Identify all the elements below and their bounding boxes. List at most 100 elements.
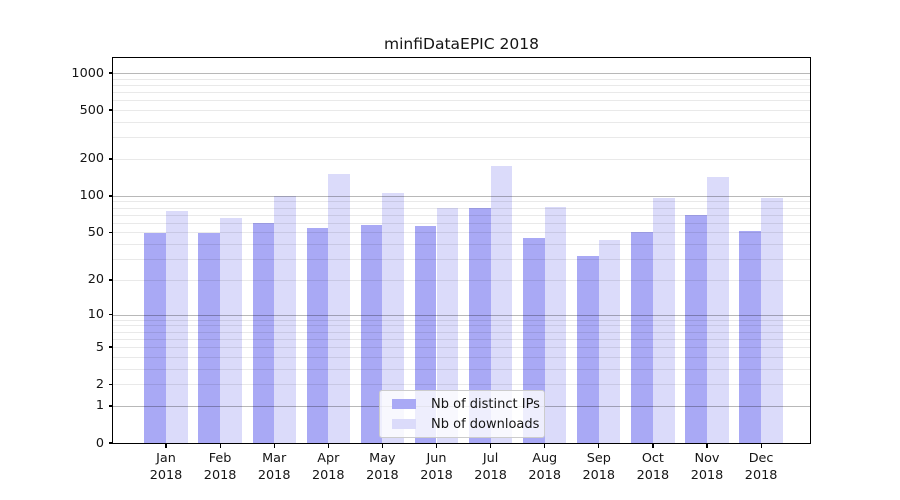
y-tick-label-1000: 1000 [71, 65, 104, 81]
x-tick-label-feb: Feb 2018 [203, 451, 237, 483]
legend-label-downloads: Nb of downloads [431, 416, 540, 432]
chart-title: minfiDataEPIC 2018 [384, 35, 539, 53]
gridline-minor-5 [113, 347, 810, 349]
bar-distinct-ips-nov [685, 214, 707, 443]
x-tick-mark-mar [273, 444, 275, 448]
x-tick-mark-feb [219, 444, 221, 448]
gridline-minor-9 [113, 319, 810, 321]
x-tick-mark-jul [490, 444, 492, 448]
grid-layer [113, 58, 810, 443]
bars-layer [113, 58, 810, 443]
bar-downloads-oct [652, 198, 675, 443]
bar-downloads-feb [220, 217, 242, 443]
x-tick-label-nov: Nov 2018 [690, 451, 724, 483]
x-tick-label-mar: Mar 2018 [257, 451, 291, 483]
x-tick-mark-jan [165, 444, 167, 448]
y-tick-mark-500 [109, 109, 113, 111]
gridline-minor-2 [113, 384, 810, 386]
legend-item-distinct-ips: Nb of distinct IPs [386, 396, 540, 413]
y-tick-mark-0 [109, 442, 113, 444]
y-tick-mark-100 [109, 195, 113, 197]
legend-swatch-distinct-ips [392, 398, 416, 410]
y-tick-label-20: 20 [87, 272, 104, 288]
gridline-minor-40 [113, 244, 810, 246]
gridline-minor-90 [113, 201, 810, 203]
x-tick-mark-may [381, 444, 384, 448]
bar-distinct-ips-jan [144, 233, 166, 443]
x-tick-label-sep: Sep 2018 [582, 451, 616, 483]
bar-downloads-may [382, 193, 405, 443]
bar-distinct-ips-jun [414, 226, 437, 443]
x-tick-mark-dec [760, 444, 762, 448]
y-tick-label-200: 200 [79, 151, 104, 167]
gridline-minor-700 [113, 92, 810, 94]
y-tick-label-5: 5 [95, 339, 104, 355]
x-tick-label-may: May 2018 [366, 451, 399, 483]
y-tick-label-100: 100 [79, 188, 104, 204]
bar-downloads-aug [544, 206, 567, 443]
bar-downloads-jul [490, 166, 513, 443]
gridline-major-100 [113, 195, 810, 197]
y-tick-label-10: 10 [87, 307, 104, 323]
y-tick-mark-5 [109, 346, 113, 348]
y-tick-mark-1 [109, 405, 113, 407]
y-tick-label-2: 2 [95, 376, 104, 392]
bar-distinct-ips-mar [252, 222, 275, 443]
gridline-minor-800 [113, 84, 810, 86]
gridline-minor-30 [113, 259, 810, 261]
bar-downloads-nov [707, 176, 729, 443]
x-tick-label-jan: Jan 2018 [149, 451, 183, 483]
bar-downloads-mar [274, 195, 296, 443]
gridline-minor-60 [113, 222, 810, 224]
bar-distinct-ips-dec [739, 231, 762, 443]
x-tick-mark-oct [652, 444, 654, 448]
y-tick-label-500: 500 [79, 102, 104, 118]
x-tick-label-jul: Jul 2018 [474, 451, 507, 483]
gridline-minor-500 [113, 110, 810, 112]
plot-area: Nb of distinct IPs Nb of downloads [112, 57, 811, 444]
x-tick-mark-sep [598, 444, 600, 448]
gridline-minor-4 [113, 356, 810, 358]
gridline-minor-8 [113, 325, 810, 327]
x-tick-mark-aug [544, 444, 546, 448]
x-tick-mark-jun [435, 444, 438, 448]
gridline-minor-400 [113, 121, 810, 123]
bar-downloads-jan [166, 211, 188, 443]
x-tick-mark-nov [706, 444, 708, 448]
bar-distinct-ips-feb [198, 233, 221, 443]
y-tick-mark-2 [109, 383, 113, 385]
y-tick-label-1: 1 [95, 398, 104, 414]
bar-distinct-ips-may [360, 224, 383, 443]
bar-distinct-ips-oct [631, 232, 653, 443]
bar-downloads-jun [436, 207, 459, 443]
y-tick-mark-200 [109, 158, 113, 160]
y-tick-mark-10 [109, 313, 113, 316]
gridline-major-10 [113, 314, 810, 316]
bar-downloads-apr [328, 174, 350, 443]
gridline-minor-600 [113, 100, 810, 102]
gridline-major-1000 [113, 73, 810, 74]
gridline-minor-7 [113, 331, 810, 333]
x-tick-mark-apr [327, 444, 329, 448]
gridline-minor-6 [113, 338, 810, 340]
legend-label-distinct-ips: Nb of distinct IPs [431, 396, 540, 412]
gridline-minor-70 [113, 214, 810, 216]
gridline-minor-80 [113, 207, 810, 209]
x-tick-label-aug: Aug 2018 [528, 451, 561, 483]
gridline-minor-200 [113, 158, 810, 160]
legend-swatch-downloads [392, 418, 416, 430]
bar-downloads-dec [761, 198, 783, 443]
gridline-minor-3 [113, 368, 810, 370]
y-tick-label-50: 50 [87, 224, 104, 240]
x-tick-label-jun: Jun 2018 [420, 451, 453, 483]
bar-distinct-ips-apr [306, 228, 329, 443]
y-tick-mark-20 [109, 279, 113, 281]
bar-distinct-ips-jul [468, 207, 491, 443]
gridline-minor-20 [113, 279, 810, 281]
gridline-minor-300 [113, 137, 810, 139]
y-tick-mark-1000 [109, 72, 113, 74]
bar-distinct-ips-sep [577, 255, 599, 443]
gridline-minor-50 [113, 232, 810, 234]
legend-item-downloads: Nb of downloads [386, 416, 540, 433]
